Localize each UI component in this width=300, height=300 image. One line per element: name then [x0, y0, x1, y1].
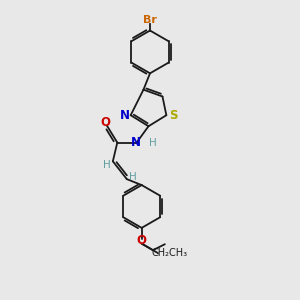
Text: O: O — [137, 234, 147, 247]
Text: H: H — [129, 172, 136, 182]
Text: H: H — [103, 160, 111, 170]
Text: O: O — [100, 116, 110, 129]
Text: N: N — [120, 109, 130, 122]
Text: S: S — [169, 109, 177, 122]
Text: H: H — [149, 138, 157, 148]
Text: CH₂CH₃: CH₂CH₃ — [151, 248, 188, 258]
Text: Br: Br — [143, 15, 157, 25]
Text: N: N — [131, 136, 141, 149]
